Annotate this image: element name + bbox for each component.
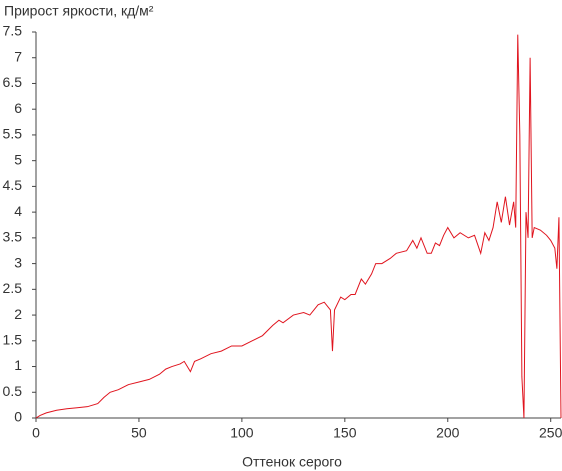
- x-tick-label: 50: [131, 425, 147, 441]
- y-tick-label: 4.5: [3, 177, 23, 193]
- chart-title: Прирост яркости, кд/м²: [4, 3, 154, 19]
- y-tick-label: 3: [14, 254, 22, 270]
- y-tick-label: 1: [14, 357, 22, 373]
- y-tick-label: 6.5: [3, 74, 23, 90]
- y-tick-label: 1.5: [3, 332, 23, 348]
- x-tick-label: 250: [539, 425, 562, 441]
- y-tick-label: 7: [14, 48, 22, 64]
- y-tick-label: 5: [14, 151, 22, 167]
- x-tick-label: 100: [230, 425, 254, 441]
- y-tick-label: 4: [14, 203, 22, 219]
- x-tick-label: 0: [32, 425, 40, 441]
- y-tick-label: 0.5: [3, 383, 23, 399]
- y-tick-label: 0: [14, 409, 22, 425]
- data-line: [35, 34, 562, 419]
- y-tick-label: 5.5: [3, 126, 23, 142]
- x-axis-label: Оттенок серого: [242, 454, 342, 470]
- y-tick-label: 6: [14, 100, 22, 116]
- y-tick-label: 2.5: [3, 280, 23, 296]
- x-tick-label: 150: [333, 425, 357, 441]
- y-tick-label: 3.5: [3, 229, 23, 245]
- y-tick-label: 7.5: [3, 23, 23, 39]
- x-tick-label: 200: [436, 425, 460, 441]
- y-tick-label: 2: [14, 306, 22, 322]
